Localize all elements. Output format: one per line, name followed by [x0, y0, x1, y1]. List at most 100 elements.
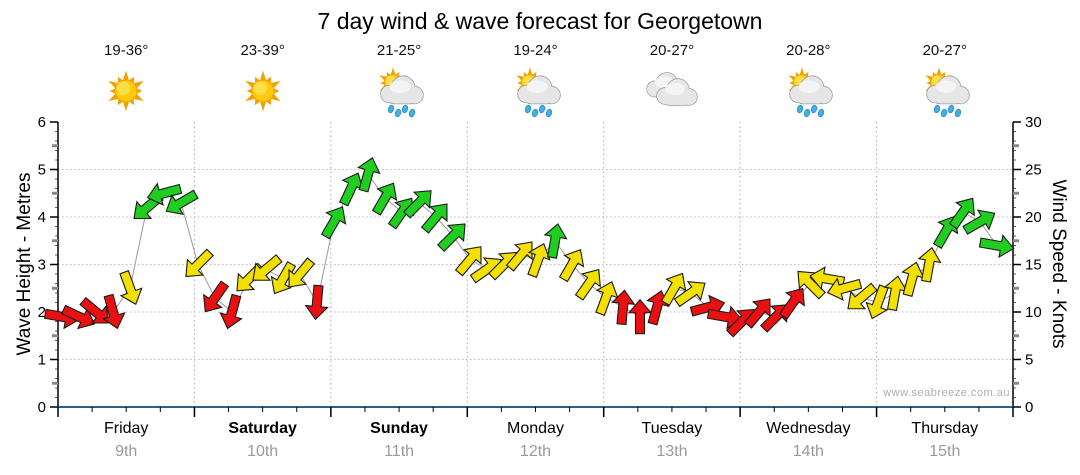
showers-icon	[788, 67, 834, 118]
wind-arrow	[558, 249, 585, 283]
wind-arrow	[102, 293, 126, 330]
wind-arrow	[962, 209, 996, 235]
temp-range-label: 20-27°	[922, 42, 967, 59]
page-title: 7 day wind & wave forecast for Georgetow…	[317, 8, 763, 34]
day-date-label: 15th	[929, 443, 961, 460]
day-name-label: Friday	[103, 420, 149, 437]
right-axis-tick-label: 30	[1025, 114, 1042, 131]
temp-range-label: 19-36°	[104, 42, 149, 59]
wind-arrow	[203, 280, 230, 313]
weather-icon-box	[780, 64, 836, 120]
temp-range-label: 21-25°	[376, 42, 422, 59]
wind-arrow	[79, 296, 110, 324]
weather-icon-box	[508, 64, 564, 120]
wind-arrow	[420, 203, 448, 234]
cloud-front-icon	[656, 78, 698, 106]
day-date-label: 12th	[519, 443, 552, 460]
weather-icon-box	[235, 64, 291, 120]
day-name-label: Monday	[507, 420, 564, 437]
wind-arrow	[357, 157, 381, 193]
wind-arrow	[288, 257, 316, 288]
showers-icon	[925, 67, 970, 118]
left-axis-tick-label: 4	[38, 209, 46, 226]
showers-icon	[379, 67, 424, 118]
wind-arrow	[304, 284, 329, 321]
sunny-icon	[245, 70, 281, 112]
showers-icon	[515, 67, 561, 118]
day-name-label: Tuesday	[641, 420, 703, 437]
cloud-icon	[516, 75, 561, 105]
left-axis-title: Wave Height - Metres	[14, 172, 35, 356]
weather-icon-box	[917, 64, 973, 120]
wind-arrow	[543, 223, 568, 259]
wind-arrow	[847, 282, 878, 310]
wind-arrow	[454, 246, 482, 277]
wind-arrow	[948, 197, 975, 230]
watermark-text: www.seabreeze.com.au	[883, 387, 1010, 399]
temp-range-label: 20-28°	[786, 42, 831, 59]
wind-arrow	[252, 254, 283, 281]
cloud-icon	[380, 75, 424, 105]
wind-arrow	[917, 246, 942, 283]
wind-arrow	[527, 242, 551, 278]
wind-arrow	[165, 189, 199, 216]
raindrops-icon	[797, 104, 825, 118]
wind-arrow	[219, 293, 243, 330]
left-axis-tick-label: 1	[38, 352, 46, 369]
sunny-icon	[108, 70, 144, 112]
day-date-label: 10th	[247, 443, 279, 460]
day-date-label: 11th	[384, 443, 415, 460]
wind-arrow	[320, 206, 347, 240]
wind-arrow	[865, 284, 889, 320]
raindrops-icon	[933, 104, 961, 118]
cloud-icon	[926, 75, 970, 105]
sun-icon	[245, 70, 281, 112]
wind-arrow	[119, 270, 143, 306]
left-axis-tick-label: 6	[38, 114, 46, 131]
raindrops-icon	[524, 104, 552, 118]
raindrops-icon	[387, 104, 416, 118]
day-date-label: 9th	[115, 443, 138, 460]
wind-arrow	[371, 182, 398, 216]
wind-arrow	[778, 287, 805, 320]
wind-arrow	[673, 281, 706, 308]
right-axis-tick-label: 15	[1025, 257, 1042, 274]
right-axis-tick-label: 0	[1025, 399, 1033, 416]
temp-range-label: 23-39°	[240, 42, 285, 59]
wind-arrow	[505, 241, 533, 272]
wind-arrow	[611, 289, 636, 326]
wind-arrow	[978, 234, 1015, 259]
right-axis-title: Wind Speed - Knots	[1048, 179, 1069, 349]
left-axis-tick-label: 0	[38, 399, 46, 416]
cloud-icon	[789, 75, 834, 105]
day-date-label: 13th	[656, 443, 688, 460]
wind-arrow	[743, 298, 771, 329]
wind-arrow	[826, 277, 863, 301]
weather-icon-box	[644, 64, 700, 120]
right-axis-tick-label: 5	[1025, 352, 1033, 369]
sun-icon	[108, 70, 144, 112]
left-axis-tick-label: 2	[38, 304, 46, 321]
wind-arrow	[706, 305, 743, 330]
wind-arrow	[660, 272, 687, 306]
right-axis-tick-label: 10	[1025, 304, 1042, 321]
day-name-label: Thursday	[911, 420, 979, 437]
left-axis-tick-label: 3	[38, 257, 46, 274]
day-name-label: Sunday	[370, 420, 428, 437]
wind-arrow	[627, 298, 653, 335]
cloudy-icon	[646, 72, 698, 106]
weather-icon-box	[371, 64, 427, 120]
day-date-label: 14th	[792, 443, 824, 460]
weather-icon-box	[98, 64, 154, 120]
day-name-label: Saturday	[228, 420, 297, 437]
temp-range-label: 19-24°	[513, 42, 558, 59]
wind-arrow	[146, 182, 183, 206]
right-axis-tick-label: 25	[1025, 162, 1042, 179]
wind-arrow	[403, 190, 432, 219]
right-axis-tick-label: 20	[1025, 209, 1042, 226]
day-name-label: Wednesday	[766, 420, 851, 437]
left-axis-tick-label: 5	[38, 162, 46, 179]
wind-arrow	[437, 223, 466, 252]
